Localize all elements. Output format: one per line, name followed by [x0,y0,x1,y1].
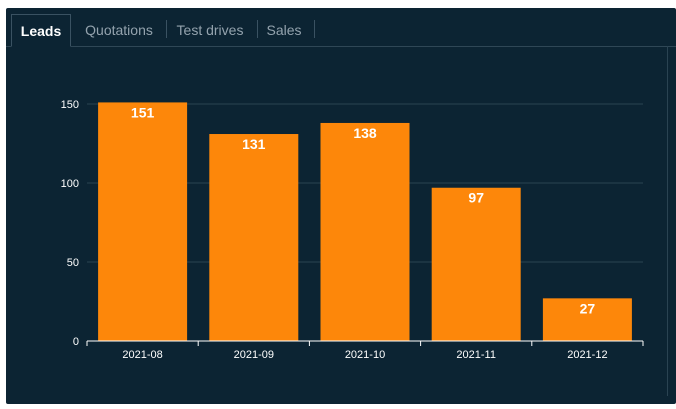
tab-separator [166,20,167,38]
content-right-border [667,46,668,396]
data-label: 97 [468,190,484,206]
x-tick-label: 2021-11 [456,349,496,361]
y-tick-label: 100 [61,178,79,190]
x-tick-label: 2021-08 [122,349,162,361]
tab-separator [314,20,315,38]
y-tick-label: 0 [73,336,79,348]
tab-test-drives[interactable]: Test drives [176,22,244,38]
data-label: 138 [353,125,377,141]
chart-panel: Leads Quotations Test drives Sales 0 50 10… [6,8,676,404]
data-label: 131 [242,136,266,152]
x-tick-label: 2021-09 [234,349,274,361]
bar [209,134,299,341]
data-label: 151 [131,104,155,120]
tab-leads[interactable]: Leads [11,14,71,47]
data-label: 27 [580,300,596,316]
tab-bar: Leads Quotations Test drives Sales [6,8,676,47]
bar [320,122,410,342]
tab-sales[interactable]: Sales [266,22,302,38]
x-tick-label: 2021-10 [345,349,385,361]
y-tick-label: 150 [61,99,79,111]
x-tick-label: 2021-12 [567,349,607,361]
bar [542,298,632,341]
tab-quotations[interactable]: Quotations [85,22,153,38]
bar [431,187,521,341]
y-tick-label: 50 [67,257,79,269]
bar [98,102,188,341]
bar-chart: 0 50 100 150 151 2021-08 131 2021-09 138 2021-10 9… [61,99,644,361]
tab-separator [257,20,258,38]
